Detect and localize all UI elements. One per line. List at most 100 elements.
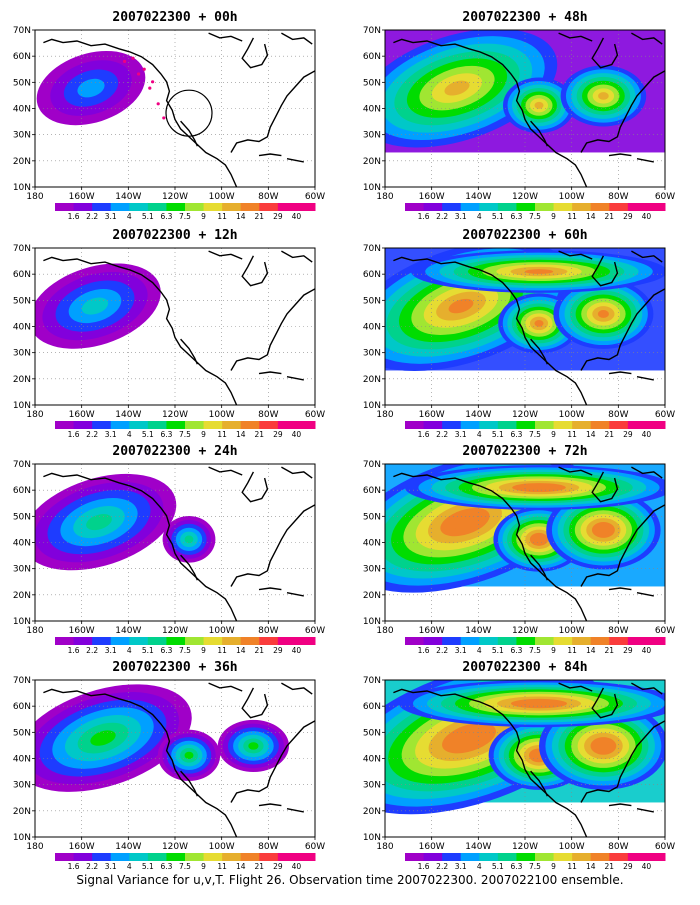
- colorbar-swatch: [535, 637, 555, 645]
- lat-tick-label: 30N: [13, 565, 31, 575]
- colorbar-swatch: [222, 853, 242, 861]
- colorbar-label: 5.1: [142, 646, 154, 655]
- colorbar-label: 29: [273, 430, 283, 439]
- target-circle: [165, 89, 213, 137]
- panel-title: 2007022300 + 24h: [112, 444, 237, 459]
- lat-tick-label: 60N: [13, 486, 31, 496]
- colorbar-label: 2.2: [86, 212, 98, 221]
- lon-tick-label: 140W: [465, 192, 491, 202]
- colorbar-swatch: [185, 853, 205, 861]
- colorbar-swatch: [73, 421, 93, 429]
- colorbar-label: 7.5: [179, 862, 191, 871]
- flight-track-dot: [131, 56, 135, 60]
- variance-field: [385, 248, 665, 405]
- coastline: [558, 682, 593, 692]
- lon-tick-label: 140W: [115, 410, 141, 420]
- colorbar-swatch: [516, 203, 536, 211]
- coastline: [43, 688, 238, 837]
- variance-field: [35, 680, 315, 837]
- lat-tick-label: 70N: [13, 676, 31, 686]
- coastline: [530, 770, 549, 797]
- lon-tick-label: 120W: [162, 626, 188, 636]
- coastline: [286, 158, 304, 163]
- map-panel-72: 2007022300 + 72h 10N 20N 30N 40N 50N 60N 70N 180…: [363, 444, 675, 655]
- lon-tick-label: 100W: [209, 626, 235, 636]
- coastline: [241, 687, 269, 719]
- colorbar-swatch: [73, 637, 93, 645]
- colorbar-swatch: [627, 637, 647, 645]
- colorbar-swatch: [277, 421, 297, 429]
- coastline: [558, 32, 593, 42]
- colorbar-swatch: [609, 853, 629, 861]
- colorbar-swatch: [479, 637, 499, 645]
- lat-tick-label: 50N: [13, 78, 31, 88]
- lat-tick-label: 10N: [13, 833, 31, 843]
- colorbar-label: 1.6: [68, 430, 80, 439]
- colorbar-label: 4: [477, 862, 482, 871]
- colorbar-swatch: [92, 637, 112, 645]
- coastline: [631, 250, 663, 263]
- colorbar-swatch: [147, 853, 167, 861]
- colorbar-swatch: [166, 853, 186, 861]
- colorbar-swatch: [460, 203, 480, 211]
- lon-tick-label: 60W: [305, 842, 325, 852]
- colorbar-swatch: [442, 853, 462, 861]
- coastline: [530, 554, 549, 581]
- lat-tick-label: 30N: [13, 349, 31, 359]
- coastline: [580, 288, 665, 371]
- colorbar-label: 9: [551, 646, 556, 655]
- colorbar-label: 14: [586, 862, 596, 871]
- colorbar-label: 5.1: [142, 212, 154, 221]
- lon-tick-label: 60W: [655, 626, 675, 636]
- colorbar-swatch: [627, 421, 647, 429]
- colorbar-swatch: [479, 853, 499, 861]
- colorbar-swatch: [553, 637, 573, 645]
- colorbar-swatch: [516, 421, 536, 429]
- coastline: [631, 466, 663, 479]
- colorbar-swatch: [423, 203, 443, 211]
- colorbar-label: 2.2: [86, 862, 98, 871]
- flight-track-dot: [142, 67, 146, 71]
- colorbar-swatch: [92, 203, 112, 211]
- coastline: [558, 250, 593, 260]
- lat-tick-label: 30N: [13, 131, 31, 141]
- lat-tick-label: 40N: [363, 105, 381, 115]
- colorbar-swatch: [203, 421, 223, 429]
- lon-tick-label: 100W: [209, 842, 235, 852]
- coastline: [286, 592, 304, 597]
- colorbar: 1.6 2.2 3.1 4 5.1 6.3 7.5 9 11 14 21 29 40: [405, 637, 666, 655]
- lat-tick-label: 20N: [363, 591, 381, 601]
- map-panel-12: 2007022300 + 12h 10N 20N 30N 40N 50N 60N 70N 180…: [13, 228, 325, 439]
- map-panel-60: 2007022300 + 60h 10N 20N 30N 40N 50N 60N 70N 180…: [363, 228, 675, 439]
- variance-field: [385, 680, 665, 837]
- colorbar-swatch: [553, 421, 573, 429]
- lon-tick-label: 140W: [465, 410, 491, 420]
- colorbar-swatch: [590, 853, 610, 861]
- colorbar-swatch: [516, 853, 536, 861]
- coastline: [608, 371, 632, 375]
- variance-field: [35, 30, 315, 187]
- colorbar-swatch: [277, 637, 297, 645]
- lat-tick-label: 40N: [363, 323, 381, 333]
- colorbar-label: 2.2: [436, 862, 448, 871]
- colorbar-label: 11: [217, 646, 227, 655]
- colorbar-swatch: [259, 421, 279, 429]
- colorbar-label: 4: [127, 430, 132, 439]
- lat-tick-label: 20N: [363, 807, 381, 817]
- coastline: [530, 338, 549, 365]
- colorbar-label: 5.1: [492, 862, 504, 871]
- colorbar-swatch: [185, 637, 205, 645]
- colorbar: 1.6 2.2 3.1 4 5.1 6.3 7.5 9 11 14 21 29 40: [55, 853, 316, 871]
- colorbar-swatch: [222, 421, 242, 429]
- flight-track-dot: [162, 116, 166, 120]
- lon-tick-label: 80W: [258, 410, 278, 420]
- colorbar-swatch: [203, 203, 223, 211]
- lat-tick-label: 60N: [13, 702, 31, 712]
- lon-tick-label: 60W: [655, 192, 675, 202]
- lat-tick-label: 20N: [363, 157, 381, 167]
- colorbar-swatch: [646, 853, 666, 861]
- colorbar-label: 6.3: [160, 646, 172, 655]
- colorbar-swatch: [240, 637, 260, 645]
- coastline: [636, 592, 654, 597]
- lat-tick-label: 30N: [363, 131, 381, 141]
